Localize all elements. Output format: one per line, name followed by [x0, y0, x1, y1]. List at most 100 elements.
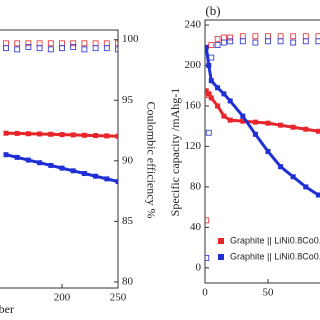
data-point [206, 91, 212, 97]
data-point [81, 171, 87, 177]
data-point [220, 34, 227, 41]
data-point [37, 160, 43, 166]
data-point [214, 35, 221, 42]
x-tick-label: 250 [110, 292, 127, 304]
data-point [93, 173, 99, 179]
legend-label: Graphite || LiNi0.8Co0. [230, 235, 320, 245]
chart: 0 50 0 40 80 120 160 200 240(b) Specific capacity… [168, 3, 320, 299]
data-point [3, 45, 9, 52]
series-line [205, 89, 319, 133]
data-point [93, 133, 99, 139]
x-tick-label: 200 [54, 292, 71, 304]
legend-entry: Graphite || LiNi0.8Co0. [218, 235, 320, 245]
data-point [115, 179, 118, 185]
y2-tick-label: 100 [122, 33, 139, 45]
data-point [104, 176, 110, 182]
data-point [81, 132, 87, 138]
data-point [227, 34, 234, 41]
data-point [265, 33, 271, 40]
data-point [14, 130, 20, 136]
data-point [302, 33, 309, 40]
x-tick-label: 0 [202, 287, 208, 299]
data-point [36, 40, 43, 47]
legend-swatch [218, 254, 224, 260]
data-point [103, 45, 110, 52]
data-point [81, 40, 88, 47]
data-point [221, 91, 227, 97]
data-point [315, 33, 320, 40]
data-point [81, 46, 88, 53]
data-point [25, 44, 32, 50]
data-point [290, 39, 297, 46]
x-axis-label: ber [0, 302, 14, 316]
data-point [265, 38, 271, 45]
data-point [277, 38, 284, 45]
data-point [290, 33, 297, 40]
data-point [252, 119, 258, 125]
data-point [290, 174, 296, 180]
data-point [315, 128, 320, 134]
data-point [227, 98, 233, 104]
data-point [103, 40, 110, 47]
data-point [205, 44, 209, 50]
data-point [37, 131, 43, 137]
data-point [3, 130, 9, 136]
data-point [59, 45, 65, 52]
data-point [48, 162, 54, 168]
data-point [70, 132, 76, 138]
data-point [115, 46, 118, 53]
y-tick-label: 200 [185, 59, 202, 71]
data-point [59, 132, 65, 138]
data-point [59, 40, 65, 47]
data-point [239, 38, 246, 45]
data-point [290, 124, 296, 130]
data-point [25, 40, 32, 47]
data-point [59, 165, 65, 171]
data-point [315, 38, 320, 45]
chart-title: (b) [205, 3, 220, 18]
y-tick-label: 160 [185, 100, 202, 112]
y-tick-label: 80 [190, 180, 202, 192]
data-point [14, 40, 21, 47]
y-axis-label: Specific capacity /mAhg-1 [168, 88, 182, 217]
plot-frame [0, 29, 119, 289]
data-point [205, 92, 212, 99]
y2-axis-label: Coulombic efficiency % [144, 101, 158, 218]
plot-area [205, 33, 320, 261]
x-tick-label: 50 [263, 287, 275, 299]
y-tick-label: 40 [190, 221, 202, 233]
data-point [215, 103, 221, 109]
y-tick-label: 240 [185, 19, 202, 31]
data-point [265, 120, 271, 126]
data-point [14, 154, 20, 160]
data-point [208, 54, 215, 61]
data-point [47, 40, 54, 47]
data-point [92, 45, 99, 52]
data-point [214, 42, 221, 48]
data-point [47, 46, 54, 53]
data-point [208, 78, 214, 84]
data-point [206, 63, 212, 69]
data-point [205, 88, 209, 94]
data-point [3, 152, 9, 158]
data-point [208, 42, 215, 48]
data-point [115, 133, 118, 139]
legend-label: Graphite || LiNi0.8Co0. [230, 251, 320, 261]
data-point [25, 131, 31, 137]
data-point [3, 40, 9, 47]
data-point [25, 157, 31, 163]
data-point [302, 38, 309, 45]
data-point [252, 131, 258, 137]
legend-swatch [218, 238, 224, 244]
data-point [265, 149, 271, 154]
y-tick-label: 0 [196, 261, 202, 273]
data-point [277, 33, 284, 40]
data-point [115, 40, 118, 47]
data-point [240, 113, 246, 119]
data-point [252, 39, 259, 46]
plot-frame [204, 19, 320, 284]
series-line [205, 47, 320, 197]
data-point [220, 39, 227, 46]
data-point [205, 129, 212, 136]
y-tick-label: 120 [185, 140, 202, 152]
